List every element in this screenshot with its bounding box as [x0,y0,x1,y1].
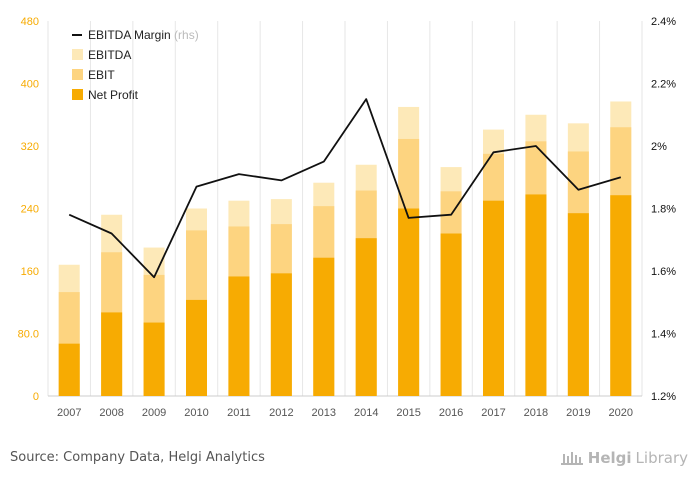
bars [58,101,632,396]
x-tick-label: 2012 [269,407,293,419]
x-axis: 2007 2008 2009 2010 2011 2012 2013 2014 2015 2016… [57,407,633,419]
legend-swatch-ebitda [72,49,83,60]
x-tick-label: 2008 [99,407,123,419]
bar-net-profit [567,213,589,396]
brand-name-a: Helgi [587,449,632,467]
chart: 0 80.0 160 240 320 400 480 1.2% 1.4% 1.6% 1.8% 2% 2… [18,16,677,419]
library-icon [560,452,583,465]
y-right-tick-label: 1.4% [651,329,676,341]
y-left-tick-label: 80.0 [18,329,39,341]
y-left-tick-label: 480 [21,16,39,28]
bar-net-profit [355,238,377,396]
x-tick-label: 2007 [57,407,81,419]
y-right-tick-label: 2.4% [651,16,676,28]
legend-label-ebitda: EBITDA [88,48,131,62]
legend-label-net-profit: Net Profit [88,88,139,102]
y-left-tick-label: 160 [21,266,39,278]
grid [47,21,643,397]
bar-net-profit [143,322,165,396]
bar-net-profit [440,233,462,396]
bar-net-profit [58,343,80,396]
y-right-tick-label: 1.2% [651,391,676,403]
legend-swatch-ebit [72,69,83,80]
bar-net-profit [101,312,123,396]
x-tick-label: 2009 [142,407,166,419]
x-tick-label: 2011 [227,407,251,419]
bar-net-profit [186,299,207,396]
x-tick-label: 2019 [566,407,590,419]
legend-label-ebitda-margin: EBITDA Margin (rhs) [88,28,199,42]
legend: EBITDA Margin (rhs) EBITDA EBIT Net Profit [72,28,199,102]
bar-net-profit [313,257,335,396]
brand-logo: Helgi Library [560,449,688,467]
x-tick-label: 2016 [439,407,463,419]
x-tick-label: 2014 [354,407,378,419]
y-right-tick-label: 1.8% [651,204,676,216]
right-axis: 1.2% 1.4% 1.6% 1.8% 2% 2.2% 2.4% [651,16,676,403]
line-ebitda-margin [68,98,622,279]
left-axis: 0 80.0 160 240 320 400 480 [18,16,39,403]
bar-net-profit [228,276,250,396]
margin-line [68,98,622,279]
y-left-tick-label: 400 [21,79,39,91]
bar-net-profit [525,194,547,396]
source-note: Source: Company Data, Helgi Analytics [10,450,265,465]
x-tick-label: 2017 [481,407,505,419]
legend-label-ebit: EBIT [88,68,115,82]
bar-net-profit [398,208,420,396]
y-left-tick-label: 240 [21,204,39,216]
x-tick-label: 2015 [396,407,420,419]
y-left-tick-label: 320 [21,141,39,153]
y-right-tick-label: 2.2% [651,79,676,91]
brand-name-b: Library [635,449,688,467]
y-right-tick-label: 1.6% [651,266,676,278]
y-right-tick-label: 2% [651,141,667,153]
y-left-tick-label: 0 [33,391,39,403]
bar-net-profit [270,273,292,396]
bar-net-profit [610,195,632,396]
legend-swatch-net-profit [72,89,83,100]
bar-net-profit [483,200,504,396]
x-tick-label: 2020 [609,407,633,419]
x-tick-label: 2010 [184,407,208,419]
x-tick-label: 2013 [312,407,336,419]
x-tick-label: 2018 [524,407,548,419]
